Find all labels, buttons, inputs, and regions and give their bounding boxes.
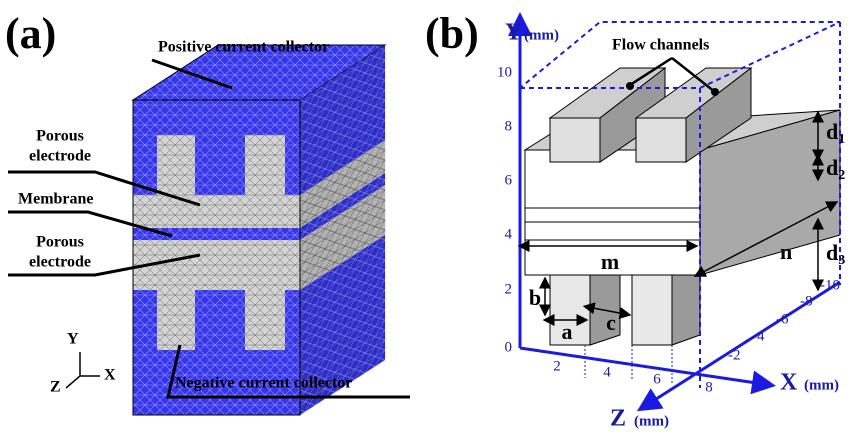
panel-label: (b) [425,9,479,58]
axis-unit: (mm) [524,27,559,43]
figure: (a) Positive current collector Porous el… [0,0,856,435]
text: d [826,119,838,144]
panel-b: (b) Y (mm) X (mm) Z (mm) 0 2 4 6 8 10 2 … [425,9,845,431]
shape [157,290,195,350]
tick-label: 4 [603,364,611,380]
mini-axes: Y X Z [50,331,116,396]
panel-a: (a) Positive current collector Porous el… [5,9,410,415]
text: 1 [838,132,845,147]
shape [245,290,285,350]
shape [133,240,300,290]
axis-unit: (mm) [634,413,669,429]
axis-name: Z [610,406,626,432]
shape [245,135,285,195]
shape [157,135,195,195]
axis-letter: Y [67,331,79,348]
tick-label: 4 [505,226,513,242]
tick-label: 8 [705,379,713,395]
tick-label: -4 [752,328,765,344]
label: electrode [29,148,91,165]
text: 3 [838,253,845,268]
label: Membrane [18,191,94,208]
tick-label: 6 [505,172,513,188]
axis-letter: Z [50,379,61,396]
shape [626,82,634,90]
panel-label: (a) [5,9,56,58]
dim-label: d1 [826,119,845,147]
shape [711,88,719,96]
tick-label: 0 [505,339,513,355]
tick-label: 2 [505,281,513,297]
axis-unit: (mm) [804,377,839,393]
dim-label: m [601,249,619,274]
shape [672,275,700,345]
text: d [826,155,838,180]
axis-letter: X [104,367,116,384]
side-face [300,45,385,415]
shape [632,275,672,345]
axis-name: X [780,370,798,396]
shape [66,352,100,388]
label: Porous [36,128,84,145]
axis-name: Y [505,20,522,46]
label: Negative current collector [175,375,352,392]
front-face [133,100,300,415]
label: electrode [29,254,91,271]
tick-label: -10 [820,277,840,293]
shape [300,45,385,415]
shape [636,118,686,162]
dim-label: d2 [826,155,845,183]
label: Positive current collector [158,39,329,56]
label: Porous [36,234,84,251]
tick-label: -8 [800,293,813,309]
tick-label: -2 [728,347,741,363]
dim-label: n [780,239,792,264]
text: 2 [838,168,845,183]
tick-label: 10 [497,64,512,80]
tick-label: -6 [776,311,789,327]
dim-label: b [529,285,541,310]
shape [550,118,600,162]
dim-label: c [606,310,616,335]
dim-label: d3 [826,240,845,268]
tick-label: 8 [505,118,513,134]
shape [133,228,300,240]
dim-label: a [562,319,573,344]
tick-label: 2 [553,358,561,374]
label: Flow channels [612,37,709,54]
text: d [826,240,838,265]
shape [133,195,300,228]
tick-label: 6 [653,371,661,387]
